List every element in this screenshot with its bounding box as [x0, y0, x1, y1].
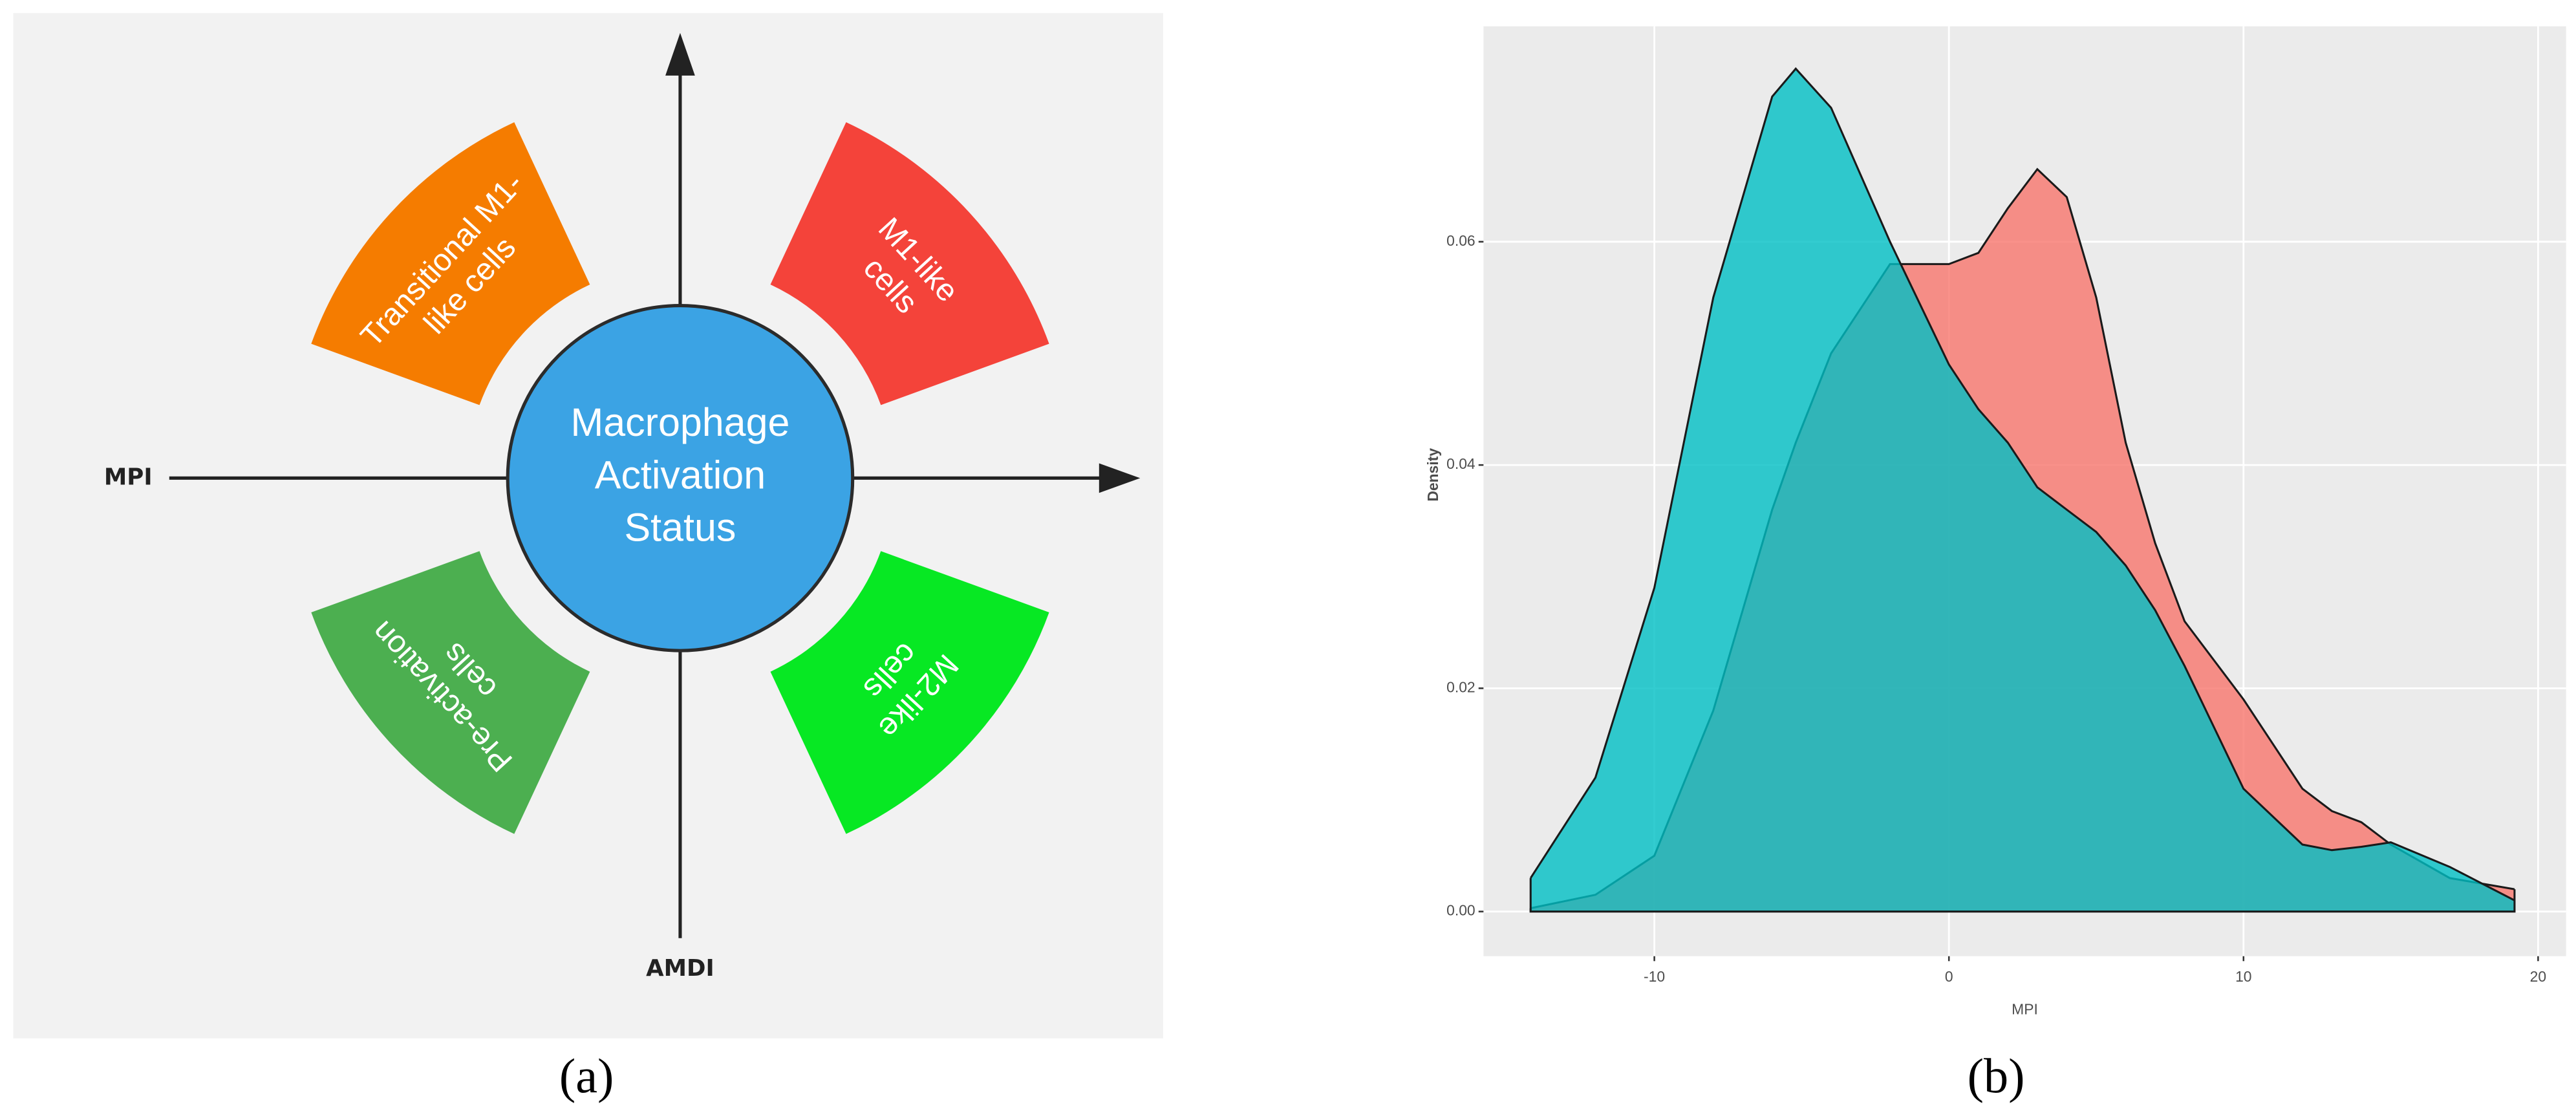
y-axis-name: AMDI — [646, 955, 714, 982]
center-circle — [506, 304, 855, 652]
sector — [770, 551, 1049, 834]
x-axis-name: MPI — [104, 464, 153, 490]
panel-label: (a) — [559, 1049, 614, 1103]
arrow-head — [1099, 463, 1141, 493]
center-line: Activation — [595, 453, 766, 497]
density-curve — [1529, 67, 2515, 901]
area-edge — [1529, 878, 2516, 913]
sector — [311, 551, 590, 834]
y-tick-label: 0.04 — [1446, 455, 1476, 472]
y-tick-label: 0.00 — [1446, 902, 1476, 919]
center-line: Status — [625, 506, 736, 550]
density-chart: 0.00 0.02 0.04 0.06 -10 0 10 20 MPI Density — [1424, 26, 2566, 1018]
arrow-head — [665, 32, 695, 76]
x-axis-label: MPI — [2012, 1001, 2038, 1018]
area-fill — [1530, 69, 2515, 912]
x-tick-label: -10 — [1644, 968, 1665, 985]
center-line: Macrophage — [570, 400, 789, 444]
sector — [311, 122, 590, 405]
y-axis-label: Density — [1424, 448, 1441, 502]
sector — [770, 122, 1049, 405]
x-tick-label: 20 — [2530, 968, 2546, 985]
y-tick-label: 0.02 — [1446, 678, 1476, 695]
sectors: Transitional M1-like cells M1-likecellsM2… — [311, 122, 1049, 834]
x-tick-label: 10 — [2235, 968, 2251, 985]
center-label: Macrophage Activation Status — [570, 400, 789, 550]
panel-label: (b) — [1968, 1049, 2025, 1103]
y-tick-label: 0.06 — [1446, 232, 1476, 249]
x-tick-label: 0 — [1945, 968, 1953, 985]
